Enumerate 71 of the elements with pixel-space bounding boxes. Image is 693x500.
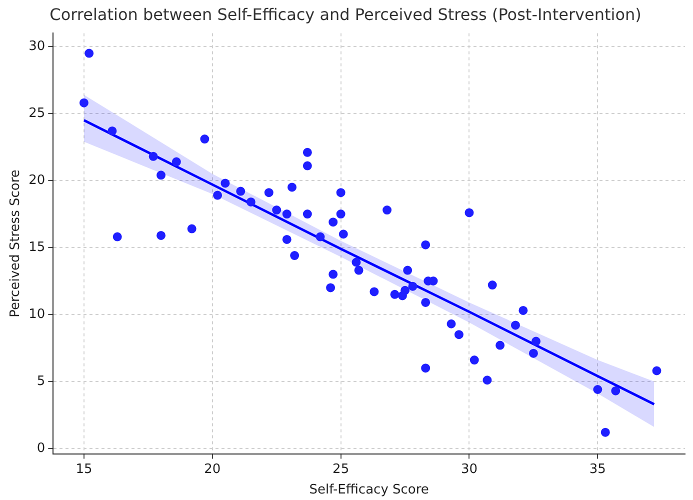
point (264, 188, 274, 198)
y-tick-label: 5 (36, 374, 46, 389)
point (290, 251, 300, 260)
point (532, 336, 541, 346)
point (488, 280, 497, 290)
point (246, 197, 256, 206)
y-tick-label: 25 (28, 106, 46, 121)
point (328, 218, 338, 227)
point (236, 186, 246, 196)
point (600, 428, 610, 437)
point (156, 230, 166, 240)
point (518, 306, 528, 315)
point (79, 98, 88, 108)
point (326, 283, 336, 292)
y-tick-label: 15 (28, 240, 46, 255)
point (482, 376, 492, 385)
point (156, 170, 166, 180)
point (187, 224, 196, 234)
y-tick-label: 0 (36, 440, 46, 456)
point (302, 210, 312, 219)
point (400, 286, 410, 295)
y-axis-title: Perceived Stress Score (8, 170, 24, 318)
point (108, 126, 117, 136)
point (403, 266, 412, 275)
point (421, 240, 430, 250)
x-tick-label: 25 (332, 462, 350, 477)
x-tick-label: 15 (76, 462, 92, 477)
chart-title: Correlation between Self-Efficacy and Perceived Stress (Post-Intervention) (50, 4, 642, 24)
point (382, 206, 392, 215)
point (338, 230, 348, 239)
x-tick-label: 20 (204, 462, 221, 477)
point (302, 148, 312, 157)
point (282, 210, 292, 219)
point (302, 161, 312, 170)
point (421, 364, 430, 373)
point (288, 182, 297, 192)
point (172, 157, 181, 166)
point (496, 340, 505, 350)
point (112, 232, 122, 242)
point (282, 234, 292, 244)
point (421, 298, 430, 307)
point (336, 188, 346, 198)
point (220, 178, 230, 188)
point (316, 232, 325, 242)
point (528, 348, 538, 358)
point (352, 258, 361, 267)
point (652, 366, 662, 376)
point (464, 208, 474, 218)
point (213, 190, 222, 200)
point (370, 287, 379, 296)
point (510, 320, 520, 330)
point (408, 282, 418, 291)
point (611, 386, 620, 396)
point (390, 290, 400, 299)
point (272, 206, 282, 215)
point (336, 210, 346, 219)
y-tick-label: 30 (28, 38, 46, 54)
point (354, 266, 364, 275)
x-tick-label: 35 (589, 462, 606, 477)
x-tick-label: 30 (460, 462, 478, 477)
y-tick-label: 20 (28, 172, 46, 188)
point (446, 319, 456, 328)
point (454, 330, 464, 340)
point (328, 270, 338, 279)
x-axis-title: Self-Efficacy Score (309, 482, 429, 498)
point (200, 134, 210, 144)
point (593, 385, 602, 394)
point (470, 356, 479, 365)
point (84, 48, 94, 58)
point (148, 152, 158, 161)
y-tick-label: 10 (28, 306, 46, 322)
